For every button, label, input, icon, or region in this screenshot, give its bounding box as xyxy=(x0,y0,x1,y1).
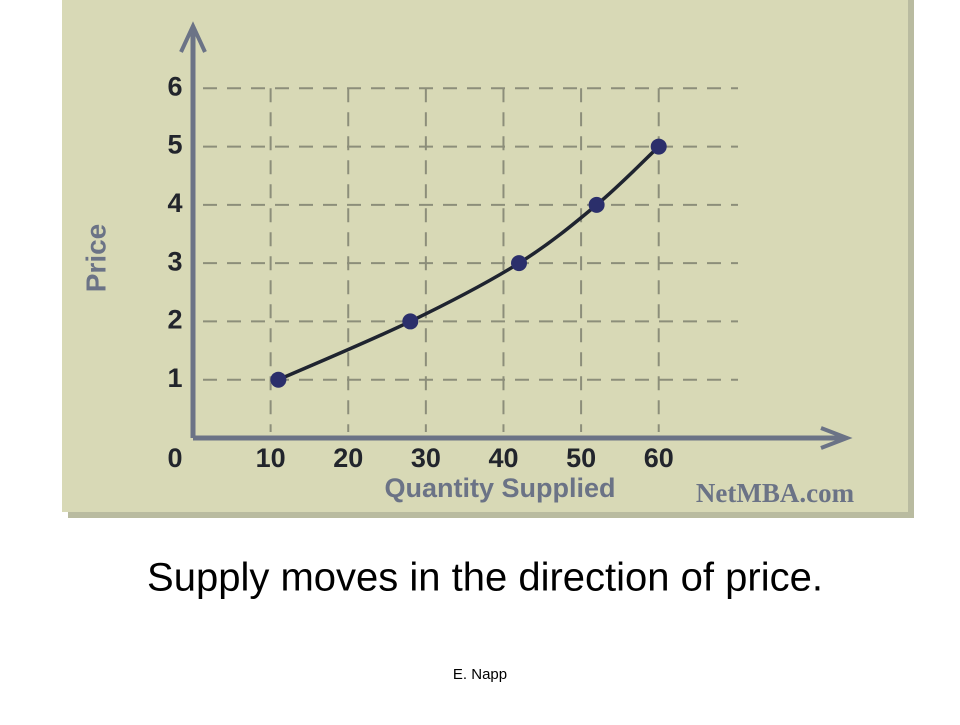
supply-curve xyxy=(277,145,660,382)
y-tick-label: 2 xyxy=(167,305,182,335)
chart-panel xyxy=(62,0,908,512)
data-point xyxy=(511,255,527,272)
footer: E. Napp xyxy=(453,666,507,683)
x-tick-label: 60 xyxy=(644,443,674,473)
data-point xyxy=(402,313,419,330)
x-tick-label: 20 xyxy=(333,443,363,473)
x-tick-label: 30 xyxy=(411,443,441,473)
y-tick-label: 4 xyxy=(167,188,182,218)
data-point xyxy=(650,138,667,155)
y-axis-label: Price xyxy=(80,224,111,293)
x-arrow xyxy=(820,426,853,450)
source: NetMBA.com xyxy=(696,478,855,508)
y-tick-label: 6 xyxy=(167,71,182,101)
x-tick-label: 50 xyxy=(566,443,596,473)
y-arrow xyxy=(179,21,207,53)
x-tick-label: 40 xyxy=(488,443,518,473)
y-tick-label: 0 xyxy=(167,443,182,473)
data-point xyxy=(270,371,287,388)
x-tick-label: 10 xyxy=(256,443,286,473)
y-tick-label: 1 xyxy=(167,363,182,393)
y-tick-label: 5 xyxy=(167,130,182,160)
x-axis-label: Quantity Supplied xyxy=(384,473,615,503)
caption: Supply moves in the direction of price. xyxy=(147,556,823,600)
data-point xyxy=(588,196,605,213)
y-tick-label: 3 xyxy=(167,246,182,276)
